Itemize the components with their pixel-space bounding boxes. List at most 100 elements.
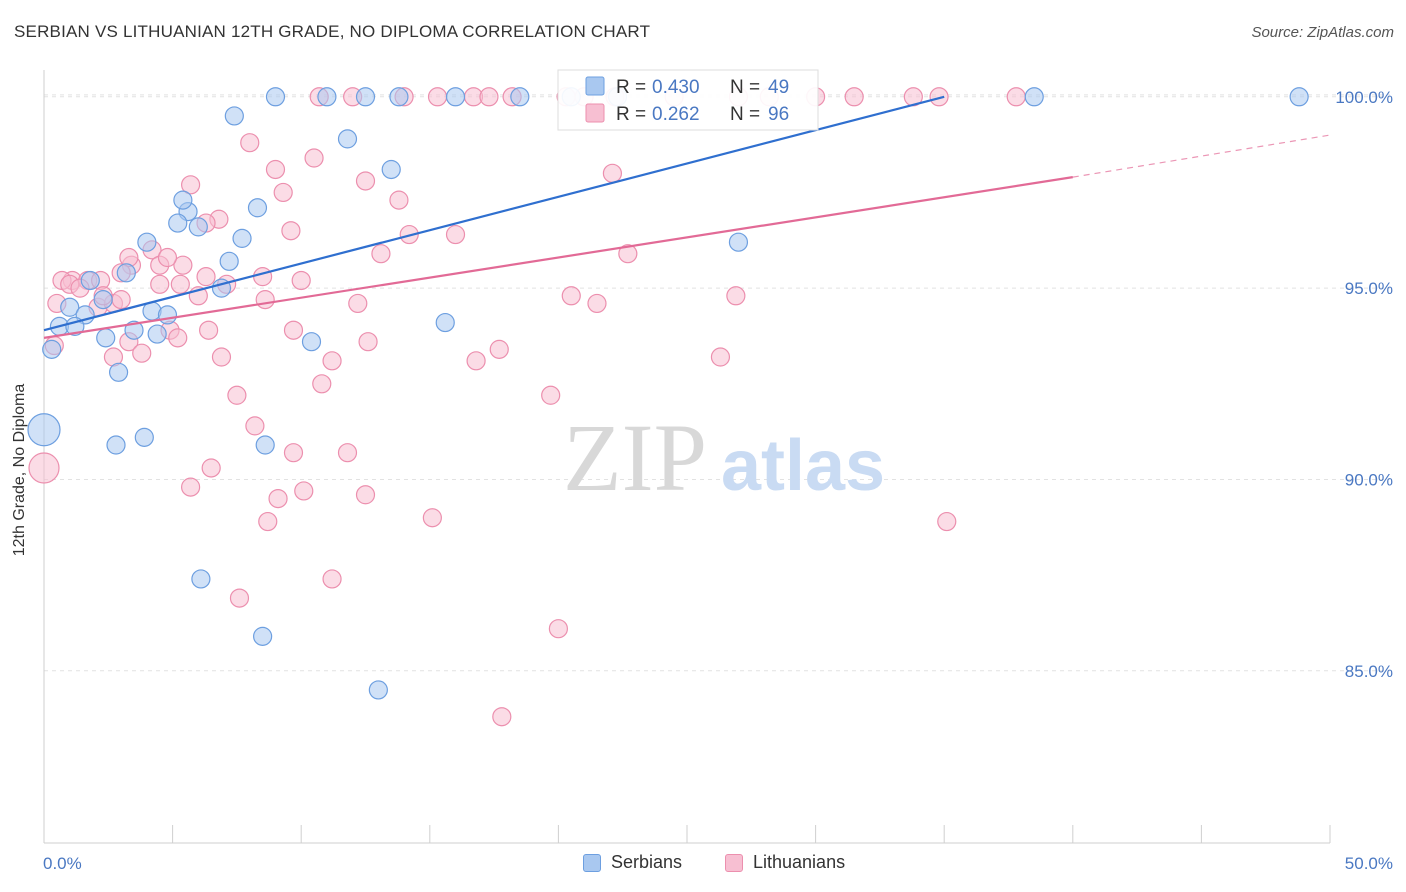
trend-lines bbox=[43, 95, 1331, 339]
lithuanians-point bbox=[268, 488, 288, 509]
serbians-point bbox=[255, 435, 275, 455]
serbians-point bbox=[188, 217, 208, 237]
y-tick-label-100: 100.0% bbox=[1335, 88, 1393, 107]
serbians-point bbox=[435, 312, 455, 333]
lithuanians-point bbox=[111, 290, 131, 310]
legend-item-serbians[interactable]: Serbians bbox=[583, 852, 682, 873]
tick-labels: 85.0% 90.0% 95.0% 100.0% 0.0% 50.0% bbox=[43, 88, 1393, 873]
serbians-point bbox=[728, 232, 749, 252]
serbians-point bbox=[157, 305, 178, 325]
lithuanians-point bbox=[348, 293, 368, 314]
lithuanians-trend-line bbox=[43, 176, 1073, 339]
legend-item-lithuanians[interactable]: Lithuanians bbox=[725, 852, 845, 873]
lithuanians-point bbox=[389, 190, 409, 210]
serbians-point bbox=[173, 190, 193, 210]
legend-r-value-serbians: 0.430 bbox=[652, 77, 700, 98]
lithuanians-point bbox=[618, 244, 638, 264]
serbians-point bbox=[1289, 87, 1309, 107]
lithuanians-point bbox=[132, 343, 152, 363]
legend-n-value-lithuanians: 96 bbox=[768, 104, 789, 125]
lithuanians-point bbox=[445, 224, 466, 245]
serbians-point bbox=[116, 263, 136, 283]
lithuanians-point bbox=[844, 87, 864, 107]
serbians-point bbox=[60, 297, 80, 317]
lithuanians-point bbox=[541, 385, 561, 405]
serbians-point bbox=[124, 320, 144, 340]
serbians-point bbox=[337, 129, 358, 149]
grid-lines bbox=[44, 94, 1390, 672]
lithuanians-point bbox=[427, 87, 448, 107]
lithuanians-point bbox=[602, 163, 623, 183]
legend-n-value-serbians: 49 bbox=[768, 77, 789, 98]
lithuanians-point bbox=[229, 588, 250, 608]
legend-r-label-lithuanians: R = bbox=[616, 104, 646, 125]
lithuanians-point bbox=[358, 332, 378, 352]
serbians-point bbox=[106, 435, 126, 455]
lithuanians-point bbox=[265, 159, 286, 180]
serbians-point bbox=[134, 427, 154, 447]
serbians-point bbox=[108, 362, 129, 382]
lithuanians-point bbox=[150, 274, 170, 294]
serbians-point bbox=[368, 680, 388, 700]
serbians-point bbox=[168, 213, 188, 233]
serbians-point bbox=[232, 228, 252, 248]
serbians-point bbox=[265, 87, 286, 107]
serbians-point bbox=[224, 106, 244, 126]
lithuanians-point bbox=[726, 286, 746, 306]
lithuanians-point bbox=[355, 485, 376, 505]
lithuanians-point bbox=[201, 458, 221, 478]
lithuanians-point bbox=[322, 569, 342, 589]
watermark-zip: ZIP bbox=[563, 404, 707, 511]
lithuanians-point bbox=[929, 87, 949, 107]
serbians-point bbox=[301, 332, 322, 352]
lithuanians-point bbox=[422, 508, 442, 528]
lithuanians-point bbox=[294, 481, 314, 501]
lithuanians-point bbox=[283, 320, 304, 340]
x-tick-label-50: 50.0% bbox=[1345, 854, 1393, 873]
serbians-point bbox=[42, 339, 62, 359]
serbians-point bbox=[147, 324, 167, 344]
serbians-point bbox=[1024, 87, 1044, 107]
serbians-point bbox=[389, 87, 409, 107]
chart-title: SERBIAN VS LITHUANIAN 12TH GRADE, NO DIP… bbox=[14, 22, 651, 41]
legend-r-label-serbians: R = bbox=[616, 77, 646, 98]
serbians-point bbox=[27, 413, 61, 447]
legend-n-label-lithuanians: N = bbox=[730, 104, 760, 125]
lithuanians-point bbox=[227, 385, 247, 405]
lithuanians-point bbox=[173, 255, 193, 275]
legend-lithuanians-label: Lithuanians bbox=[753, 852, 846, 872]
lithuanians-swatch bbox=[725, 853, 743, 872]
lithuanians-point bbox=[283, 443, 304, 463]
lithuanians-point bbox=[199, 320, 219, 340]
lithuanians-point bbox=[304, 148, 324, 168]
lithuanians-point bbox=[181, 477, 201, 497]
lithuanians-points bbox=[28, 87, 1026, 727]
legend-box: R = 0.430 N = 49 R = 0.262 N = 96 bbox=[557, 69, 819, 131]
serbians-point bbox=[137, 232, 157, 252]
lithuanians-point bbox=[211, 347, 232, 367]
lithuanians-point bbox=[273, 182, 293, 203]
lithuanians-point bbox=[479, 87, 499, 107]
lithuanians-point bbox=[245, 416, 265, 436]
watermark-atlas: atlas bbox=[721, 426, 885, 506]
serbians-point bbox=[317, 87, 337, 107]
lithuanians-point bbox=[196, 267, 216, 287]
serbians-point bbox=[219, 251, 239, 271]
lithuanians-point bbox=[28, 452, 60, 484]
lithuanians-point bbox=[489, 339, 509, 359]
lithuanians-point bbox=[253, 267, 273, 287]
x-tick-label-0: 0.0% bbox=[43, 854, 82, 873]
lithuanians-point bbox=[322, 351, 342, 371]
serbians-point bbox=[247, 198, 268, 218]
source-label: Source: ZipAtlas.com bbox=[1251, 24, 1394, 41]
y-tick-label-85: 85.0% bbox=[1345, 662, 1393, 681]
serbians-point bbox=[445, 87, 466, 107]
y-tick-label-90: 90.0% bbox=[1345, 470, 1393, 489]
bottom-legend: Serbians Lithuanians bbox=[0, 852, 1406, 876]
lithuanians-point bbox=[492, 707, 512, 727]
lithuanians-point bbox=[371, 244, 391, 264]
lithuanians-trend-extension bbox=[1072, 134, 1331, 178]
serbians-point bbox=[355, 87, 376, 107]
lithuanians-point bbox=[168, 328, 188, 348]
